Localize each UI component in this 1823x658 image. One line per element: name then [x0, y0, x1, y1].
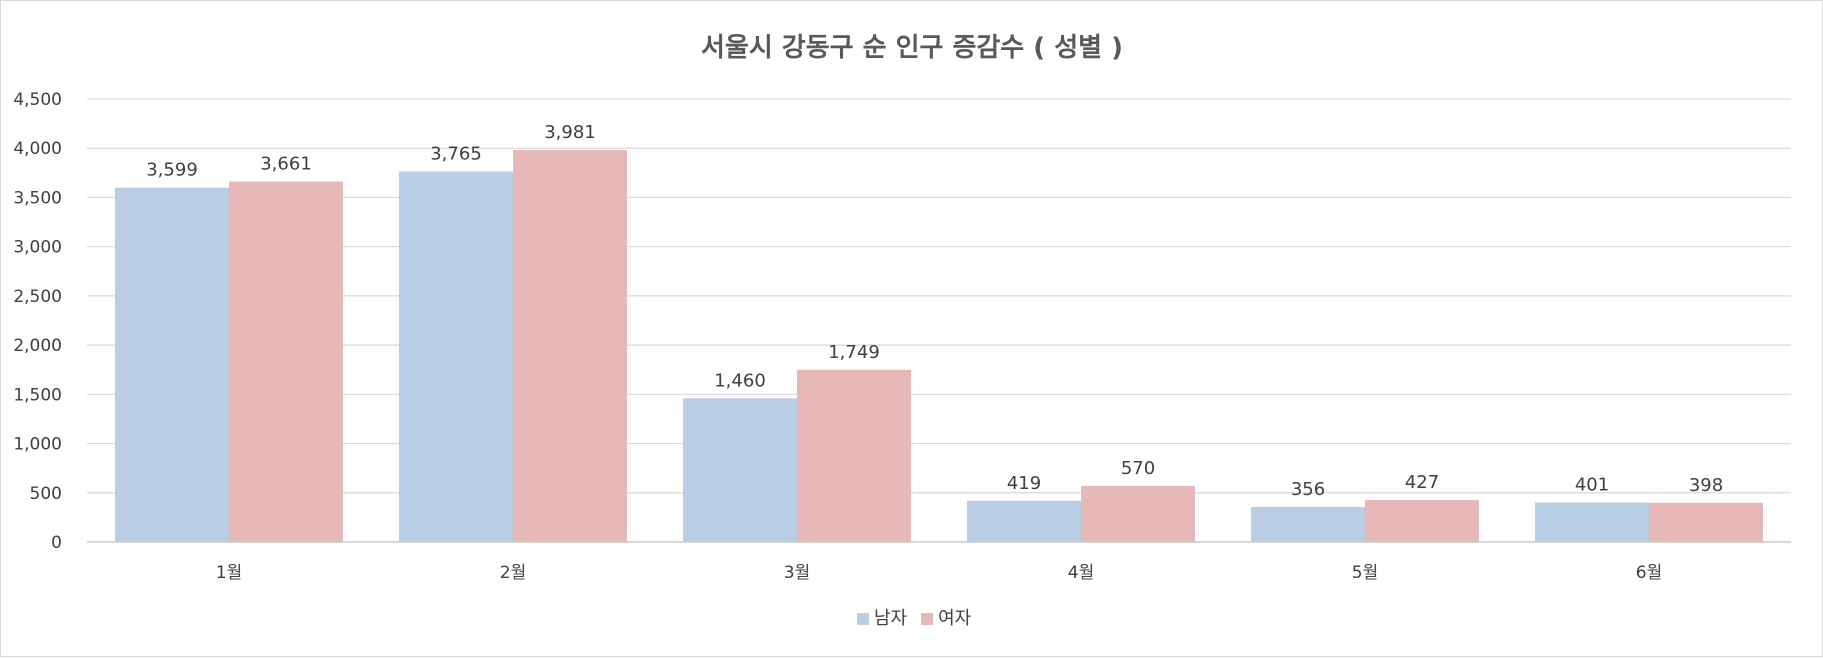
x-tick-label: 1월	[216, 563, 242, 583]
x-tick-label: 2월	[500, 563, 526, 583]
x-axis: 1월 2월 3월 4월 5월 6월	[216, 563, 1662, 583]
legend-label: 남자	[874, 608, 908, 629]
bar	[1081, 485, 1195, 542]
data-label: 419	[1007, 473, 1041, 494]
y-tick-label: 4,500	[13, 90, 62, 110]
x-tick-label: 6월	[1636, 563, 1662, 583]
bar	[797, 369, 911, 542]
y-tick-label: 3,500	[13, 188, 62, 208]
data-label: 1,460	[714, 370, 766, 391]
bar	[1251, 506, 1365, 542]
data-label: 3,981	[544, 122, 596, 143]
bar	[1649, 502, 1763, 542]
x-tick-label: 5월	[1352, 563, 1378, 583]
data-label: 1,749	[828, 342, 880, 363]
legend-label: 여자	[938, 608, 972, 629]
y-tick-label: 0	[51, 533, 62, 553]
y-tick-label: 1,500	[13, 385, 62, 405]
y-axis: 0 500 1,000 1,500 2,000 2,500 3,000 3,500 4,000 4…	[13, 90, 62, 553]
bar	[1535, 502, 1649, 542]
data-labels: 3,599 3,661 3,765 3,981 1,460 1,749 419 570 356 4…	[146, 122, 1723, 500]
data-label: 356	[1291, 479, 1325, 500]
legend-swatch	[857, 613, 869, 625]
data-label: 3,661	[260, 154, 312, 175]
data-label: 398	[1689, 475, 1723, 496]
bar	[115, 187, 229, 543]
data-label: 401	[1575, 475, 1609, 496]
bar	[967, 500, 1081, 542]
x-tick-label: 4월	[1068, 563, 1094, 583]
y-tick-label: 2,000	[13, 336, 62, 356]
data-label: 3,599	[146, 160, 198, 181]
x-tick-label: 3월	[784, 563, 810, 583]
y-tick-label: 3,000	[13, 238, 62, 258]
bar	[1365, 499, 1479, 542]
bar	[229, 181, 343, 542]
y-tick-label: 500	[30, 484, 62, 504]
bar	[683, 398, 797, 542]
y-tick-label: 2,500	[13, 287, 62, 307]
data-label: 427	[1405, 472, 1439, 493]
bars	[115, 150, 1763, 543]
y-tick-label: 4,000	[13, 139, 62, 159]
legend: 남자 여자	[857, 608, 972, 629]
gridlines	[87, 98, 1791, 543]
data-label: 570	[1121, 458, 1155, 479]
data-label: 3,765	[430, 143, 482, 164]
y-tick-label: 1,000	[13, 435, 62, 455]
chart-title: 서울시 강동구 순 인구 증감수 ( 성별 )	[701, 33, 1123, 63]
legend-swatch	[921, 613, 934, 625]
bar	[513, 150, 627, 543]
bar	[399, 171, 513, 542]
